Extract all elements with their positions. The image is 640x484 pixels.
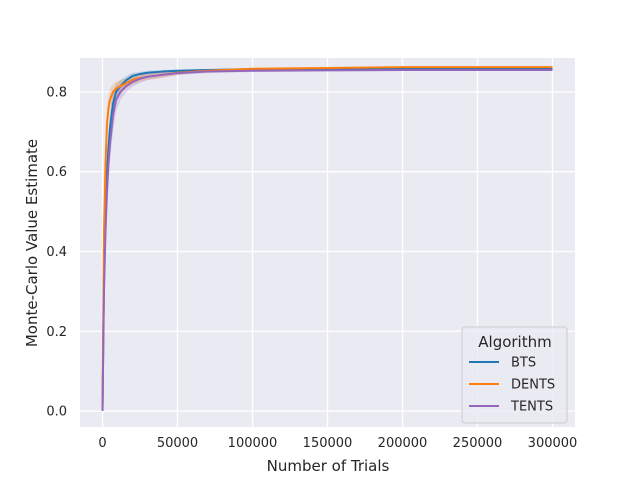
series-line-tents [101,68,553,412]
legend: Algorithm BTS DENTS TENTS [461,326,568,424]
y-tick-label: 0.6 [46,165,67,180]
x-tick-label: 150000 [303,436,353,451]
legend-box [461,326,568,424]
y-tick-label: 0.4 [46,245,67,260]
grid-lines [80,58,575,427]
y-axis-ticks: 0.0 0.2 0.4 0.6 0.8 [46,85,67,419]
series-lines [101,66,553,412]
series-line-dents [101,66,553,412]
x-tick-label: 50000 [157,436,198,451]
legend-items: BTS DENTS TENTS [469,356,555,415]
x-tick-label: 100000 [228,436,278,451]
x-axis-ticks: 0 50000 100000 150000 200000 250000 300000 [98,436,577,451]
y-tick-label: 0.8 [46,85,67,100]
y-tick-label: 0.0 [46,405,67,420]
y-tick-label: 0.2 [46,325,67,340]
legend-title: Algorithm [478,333,551,351]
x-tick-label: 300000 [528,436,578,451]
x-tick-label: 250000 [453,436,503,451]
legend-label-tents: TENTS [510,400,553,415]
legend-label-bts: BTS [511,356,536,371]
x-tick-label: 0 [98,436,106,451]
legend-label-dents: DENTS [511,378,555,393]
y-axis-label: Monte-Carlo Value Estimate [23,139,41,347]
x-tick-label: 200000 [378,436,428,451]
x-axis-label: Number of Trials [267,457,390,475]
